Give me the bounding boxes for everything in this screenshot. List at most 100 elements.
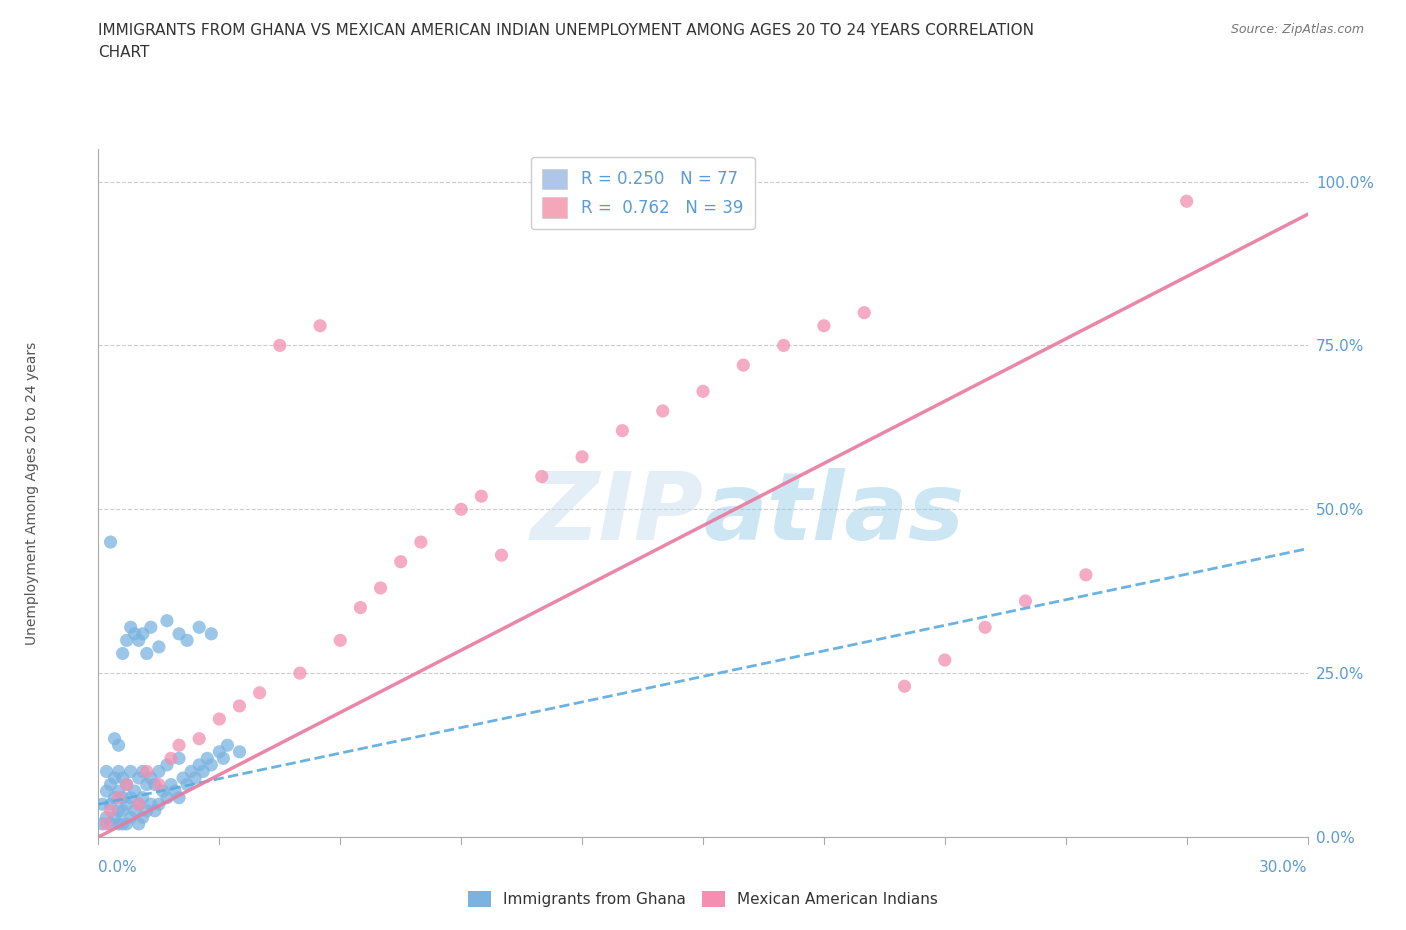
Point bbox=[612, 423, 634, 438]
Point bbox=[772, 338, 794, 352]
Point bbox=[128, 633, 150, 648]
Point bbox=[103, 810, 125, 825]
Point bbox=[148, 797, 170, 812]
Point bbox=[107, 737, 129, 752]
Point bbox=[228, 698, 250, 713]
Point bbox=[163, 784, 186, 799]
Point bbox=[389, 554, 412, 569]
Point bbox=[100, 804, 122, 818]
Point bbox=[733, 358, 755, 373]
Legend: Immigrants from Ghana, Mexican American Indians: Immigrants from Ghana, Mexican American … bbox=[463, 884, 943, 913]
Point bbox=[91, 817, 114, 831]
Point bbox=[692, 384, 714, 399]
Point bbox=[103, 731, 125, 746]
Point bbox=[115, 777, 138, 792]
Point bbox=[974, 619, 997, 634]
Point bbox=[100, 797, 122, 812]
Point bbox=[156, 790, 179, 805]
Point bbox=[132, 790, 155, 805]
Point bbox=[96, 784, 118, 799]
Point bbox=[530, 469, 553, 484]
Text: CHART: CHART bbox=[98, 45, 150, 60]
Point bbox=[160, 777, 183, 792]
Point bbox=[128, 797, 150, 812]
Point bbox=[188, 619, 211, 634]
Point bbox=[100, 535, 122, 550]
Point bbox=[120, 764, 142, 779]
Point bbox=[269, 338, 291, 352]
Point bbox=[135, 804, 157, 818]
Point bbox=[212, 751, 235, 765]
Point bbox=[200, 757, 222, 772]
Point bbox=[148, 640, 170, 655]
Point bbox=[103, 790, 125, 805]
Point bbox=[470, 489, 492, 504]
Point bbox=[96, 764, 118, 779]
Point bbox=[111, 790, 134, 805]
Point bbox=[195, 751, 218, 765]
Point bbox=[132, 764, 155, 779]
Legend: R = 0.250   N = 77, R =  0.762   N = 39: R = 0.250 N = 77, R = 0.762 N = 39 bbox=[530, 157, 755, 230]
Point bbox=[143, 804, 166, 818]
Point bbox=[139, 797, 162, 812]
Point bbox=[120, 790, 142, 805]
Point bbox=[143, 777, 166, 792]
Point bbox=[249, 685, 271, 700]
Point bbox=[128, 817, 150, 831]
Point bbox=[172, 771, 194, 786]
Point bbox=[107, 790, 129, 805]
Point bbox=[167, 627, 190, 642]
Point bbox=[135, 764, 157, 779]
Point bbox=[329, 633, 352, 648]
Point bbox=[128, 797, 150, 812]
Point bbox=[152, 784, 174, 799]
Point bbox=[135, 777, 157, 792]
Point bbox=[1014, 593, 1036, 608]
Point bbox=[571, 449, 593, 464]
Point bbox=[160, 751, 183, 765]
Point bbox=[193, 764, 215, 779]
Point bbox=[128, 771, 150, 786]
Point bbox=[188, 731, 211, 746]
Point bbox=[139, 771, 162, 786]
Point bbox=[893, 679, 915, 694]
Point bbox=[139, 619, 162, 634]
Point bbox=[100, 817, 122, 831]
Point bbox=[176, 777, 198, 792]
Point bbox=[115, 777, 138, 792]
Point bbox=[813, 318, 835, 333]
Point bbox=[167, 751, 190, 765]
Point bbox=[156, 757, 179, 772]
Point bbox=[1175, 193, 1198, 208]
Point bbox=[228, 744, 250, 759]
Point bbox=[124, 784, 146, 799]
Text: Source: ZipAtlas.com: Source: ZipAtlas.com bbox=[1230, 23, 1364, 36]
Point bbox=[934, 653, 956, 668]
Point bbox=[120, 619, 142, 634]
Point bbox=[409, 535, 432, 550]
Point bbox=[115, 817, 138, 831]
Point bbox=[111, 817, 134, 831]
Text: IMMIGRANTS FROM GHANA VS MEXICAN AMERICAN INDIAN UNEMPLOYMENT AMONG AGES 20 TO 2: IMMIGRANTS FROM GHANA VS MEXICAN AMERICA… bbox=[98, 23, 1035, 38]
Point bbox=[124, 627, 146, 642]
Point bbox=[111, 804, 134, 818]
Point bbox=[107, 784, 129, 799]
Point bbox=[115, 633, 138, 648]
Point bbox=[188, 757, 211, 772]
Point bbox=[349, 600, 371, 615]
Point bbox=[309, 318, 332, 333]
Point bbox=[96, 817, 118, 831]
Point bbox=[180, 764, 202, 779]
Point bbox=[148, 777, 170, 792]
Point bbox=[103, 771, 125, 786]
Point bbox=[651, 404, 673, 418]
Point bbox=[208, 744, 231, 759]
Point bbox=[107, 817, 129, 831]
Point bbox=[96, 810, 118, 825]
Point bbox=[288, 666, 311, 681]
Point bbox=[91, 797, 114, 812]
Point bbox=[167, 790, 190, 805]
Text: ZIP: ZIP bbox=[530, 468, 703, 560]
Text: 0.0%: 0.0% bbox=[98, 860, 138, 875]
Point bbox=[176, 633, 198, 648]
